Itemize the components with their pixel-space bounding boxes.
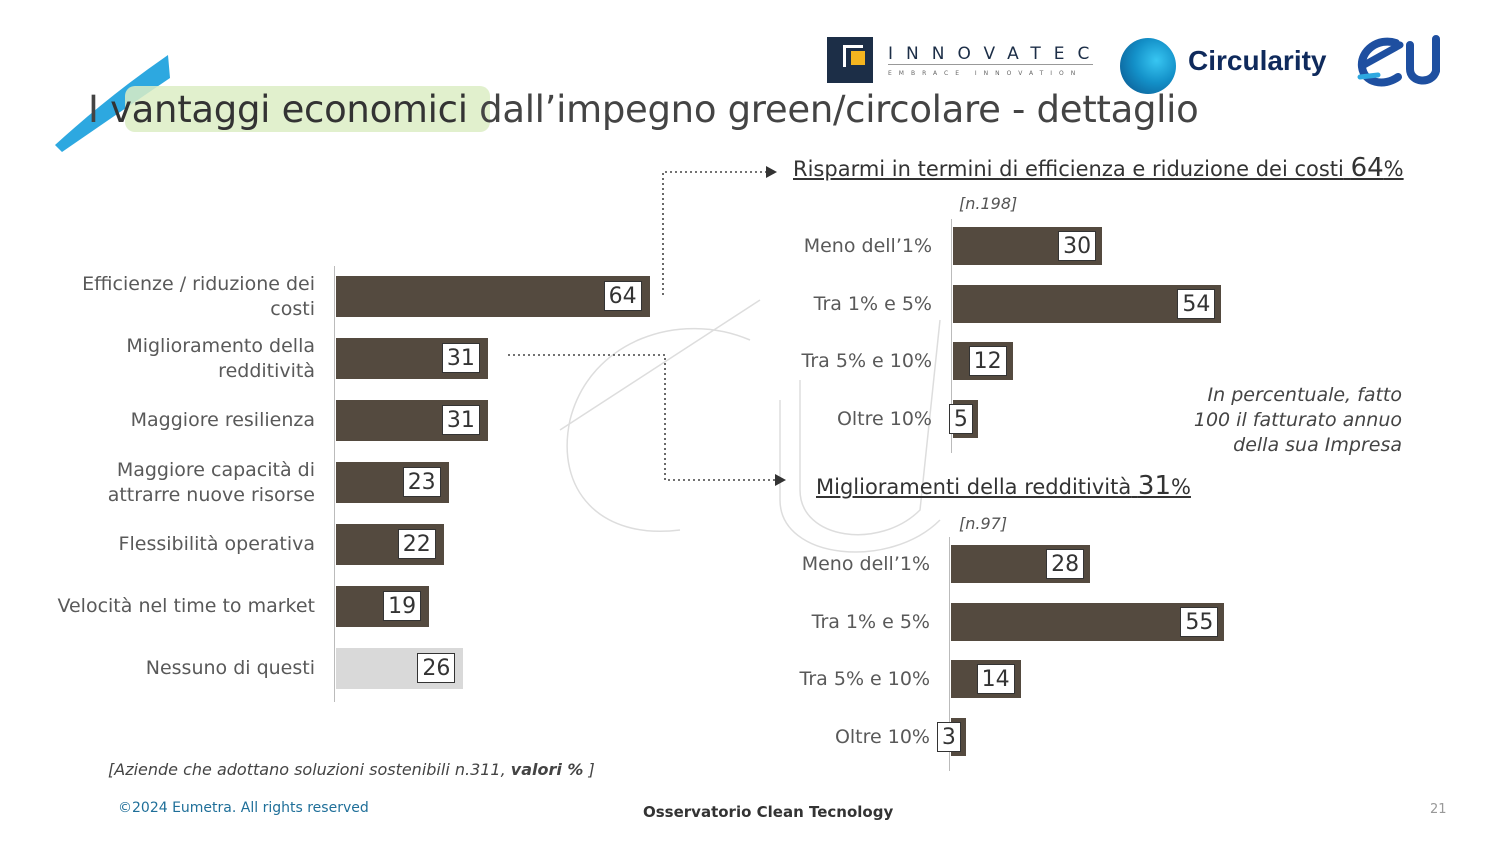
category-label-line: Nessuno di questi — [145, 657, 315, 679]
bar-value-label: 31 — [441, 343, 480, 373]
circularity-logo-text: Circularity — [1188, 45, 1327, 76]
dotted-connector-redditivita — [508, 354, 786, 486]
category-label: Maggiore resilienza — [15, 408, 315, 433]
category-label-line: Velocità nel time to market — [57, 595, 315, 617]
category-label: Miglioramento della redditività — [15, 334, 315, 384]
bar-0 — [336, 276, 650, 317]
sub-bar-value-label: 5 — [948, 403, 973, 434]
eu-logo — [1357, 35, 1440, 87]
dotted-connector-costs — [662, 166, 777, 295]
redditivita-section-title: Miglioramenti della redditività 31% — [816, 471, 1191, 501]
sub-category-label: Oltre 10% — [836, 407, 932, 430]
copyright-text: ©2024 Eumetra. All rights reserved — [118, 800, 369, 816]
category-label-line: costi — [270, 297, 315, 320]
eu-watermark — [559, 299, 941, 553]
sub-bar-value-label: 3 — [936, 721, 961, 752]
category-label: Efficienze / riduzione dei costi — [15, 272, 315, 322]
main-axis-line — [334, 266, 335, 702]
bar-value-label: 64 — [603, 281, 642, 311]
sub-axis-line — [949, 537, 950, 771]
sub-category-label: Tra 5% e 10% — [801, 350, 932, 372]
innovatec-divider — [888, 64, 1093, 65]
costs-section-title: Risparmi in termini di efficienza e ridu… — [793, 153, 1404, 183]
bar-value-label: 19 — [383, 591, 422, 621]
circularity-logo-icon — [1120, 38, 1176, 94]
category-label-line: Maggiore capacità di — [116, 458, 315, 481]
sub-bar-value-label: 12 — [968, 346, 1007, 376]
sub-axis-line — [951, 219, 952, 453]
sub-category-label: Oltre 10% — [834, 725, 930, 748]
blue-swoosh-decoration — [55, 55, 170, 152]
innovatec-logo-icon — [827, 37, 873, 83]
sub-category-label: Tra 1% e 5% — [811, 610, 930, 633]
innovatec-tagline: EMBRACE INNOVATION — [888, 70, 1083, 77]
category-label-line: Efficienze / riduzione dei — [82, 272, 315, 295]
redditivita-sample-size: [n.97] — [959, 514, 1008, 533]
category-label-line: attrarre nuove risorse — [107, 483, 315, 506]
sub-bar-value-label: 28 — [1046, 549, 1085, 579]
title-highlight — [125, 86, 490, 132]
costs-sample-size: [n.198] — [959, 194, 1018, 213]
bar-value-label: 23 — [402, 467, 441, 497]
category-label: Velocità nel time to market — [15, 594, 315, 619]
sub-bar-value-label: 30 — [1058, 231, 1097, 261]
sub-bar-value-label: 54 — [1177, 288, 1216, 319]
category-label-line: Miglioramento della — [126, 334, 315, 357]
sub-bar-value-label: 55 — [1180, 606, 1219, 637]
bar-value-label: 22 — [397, 529, 436, 559]
page-title: I vantaggi economici dall’impegno green/… — [88, 88, 1199, 131]
sub-category-label: Tra 5% e 10% — [799, 668, 930, 690]
category-label: Flessibilità operativa — [15, 532, 315, 557]
bar-value-label: 31 — [441, 405, 480, 435]
source-note: [Aziende che adottano soluzioni sostenib… — [108, 760, 595, 779]
innovatec-logo-text: INNOVATEC — [888, 44, 1103, 64]
sub-bar-value-label: 14 — [976, 664, 1015, 694]
sub-category-label: Meno dell’1% — [801, 553, 930, 575]
bar-value-label: 26 — [417, 653, 456, 683]
category-label-line: redditività — [218, 359, 315, 382]
sub-bar-1 — [953, 284, 1222, 323]
category-label: Maggiore capacità di attrarre nuove risor… — [15, 458, 315, 508]
category-label-line: Flessibilità operativa — [118, 533, 315, 555]
sub-category-label: Tra 1% e 5% — [813, 292, 932, 315]
category-label-line: Maggiore resilienza — [130, 409, 315, 431]
footer-title: Osservatorio Clean Tecnology — [643, 803, 894, 821]
percent-note: In percentuale, fatto 100 il fatturato a… — [1193, 384, 1402, 456]
sub-category-label: Meno dell’1% — [803, 235, 932, 257]
category-label: Nessuno di questi — [15, 656, 315, 681]
page-number: 21 — [1430, 802, 1447, 817]
sub-bar-1 — [951, 602, 1225, 641]
